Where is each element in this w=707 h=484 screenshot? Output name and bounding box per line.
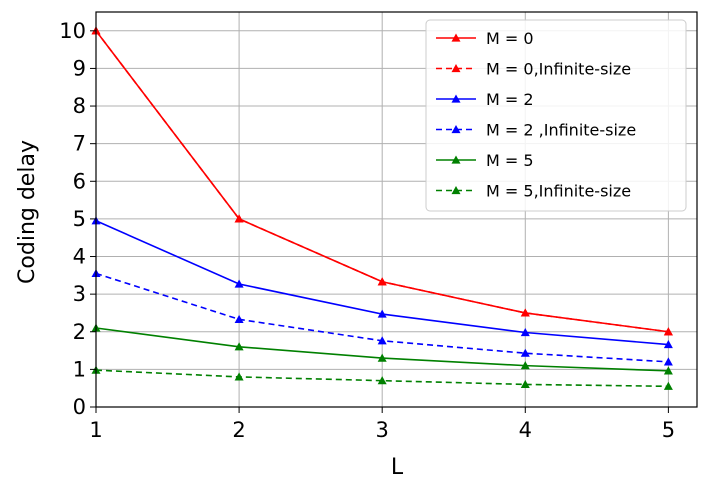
data-point-marker (377, 309, 387, 318)
y-tick-label: 8 (73, 94, 86, 118)
data-point-marker (520, 348, 530, 357)
legend-marker (451, 186, 461, 195)
data-point-marker (663, 340, 673, 349)
y-tick-label: 9 (73, 56, 86, 80)
y-tick-label: 7 (73, 132, 86, 156)
data-point-marker (520, 308, 530, 317)
legend-label: M = 5,Infinite-size (486, 182, 631, 201)
legend-marker (451, 33, 461, 42)
legend-marker (451, 94, 461, 103)
y-tick-label: 1 (73, 357, 86, 381)
x-tick-label: 5 (662, 418, 675, 442)
x-tick-label: 2 (232, 418, 245, 442)
data-point-marker (377, 353, 387, 362)
data-point-marker (234, 372, 244, 381)
y-tick-label: 5 (73, 207, 86, 231)
data-point-marker (377, 336, 387, 345)
legend-label: M = 0 (486, 29, 534, 48)
series-line-5 (95, 369, 669, 388)
data-point-marker (520, 361, 530, 370)
y-tick-label: 6 (73, 169, 86, 193)
legend-marker (451, 155, 461, 164)
legend-label: M = 2 ,Infinite-size (486, 121, 636, 140)
x-tick-label: 3 (376, 418, 389, 442)
y-tick-label: 10 (59, 19, 86, 43)
data-point-marker (234, 214, 244, 223)
legend-marker (451, 64, 461, 73)
x-axis-label: L (391, 455, 404, 480)
data-point-marker (663, 327, 673, 336)
data-point-marker (377, 277, 387, 286)
legend-marker (451, 125, 461, 134)
y-tick-label: 0 (73, 395, 86, 419)
data-point-marker (234, 314, 244, 323)
x-tick-label: 1 (89, 418, 102, 442)
data-point-marker (377, 376, 387, 385)
data-point-marker (663, 357, 673, 366)
data-point-marker (520, 328, 530, 337)
y-tick-label: 2 (73, 320, 86, 344)
legend: M = 0 M = 0,Infinite-size M = 2 M = 2 ,Inf… (425, 19, 687, 212)
x-tick-label: 4 (519, 418, 532, 442)
series-layer (91, 26, 673, 390)
data-point-marker (520, 379, 530, 389)
y-tick-label: 4 (73, 245, 86, 269)
legend-box (425, 19, 687, 212)
legend-label: M = 2 (486, 90, 534, 109)
data-point-marker (234, 342, 244, 351)
data-point-marker (234, 279, 244, 288)
y-axis-label: Coding delay (15, 140, 40, 284)
legend-label: M = 5 (486, 151, 534, 170)
data-point-marker (663, 366, 673, 375)
plot-frame (95, 11, 698, 408)
y-tick-label: 3 (73, 282, 86, 306)
data-point-marker (663, 381, 673, 390)
legend-label: M = 0,Infinite-size (486, 60, 631, 79)
